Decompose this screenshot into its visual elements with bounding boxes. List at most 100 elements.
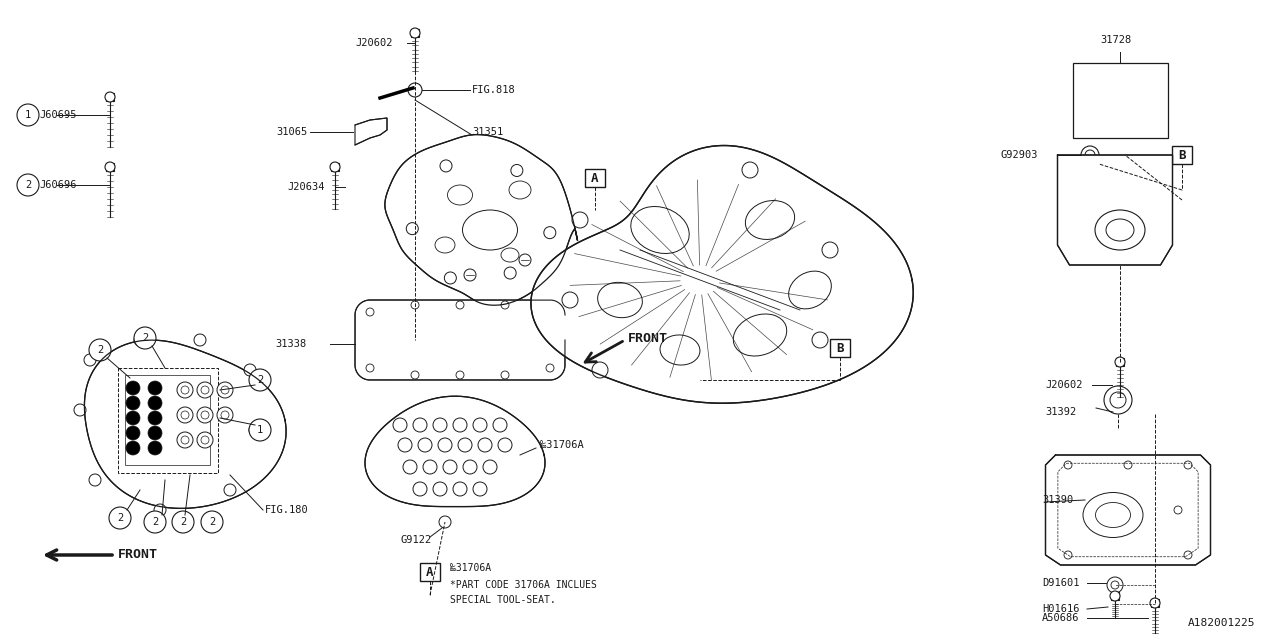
Text: A: A	[591, 172, 599, 184]
Text: 31390: 31390	[1042, 495, 1073, 505]
Circle shape	[413, 418, 428, 432]
Circle shape	[134, 327, 156, 349]
Circle shape	[413, 482, 428, 496]
Circle shape	[366, 364, 374, 372]
Circle shape	[408, 83, 422, 97]
Text: SPECIAL TOOL-SEAT.: SPECIAL TOOL-SEAT.	[451, 595, 556, 605]
Bar	[106, 163, 114, 171]
Circle shape	[453, 482, 467, 496]
Circle shape	[221, 386, 229, 394]
Circle shape	[244, 364, 256, 376]
Circle shape	[1110, 392, 1126, 408]
Text: G92903: G92903	[1000, 150, 1038, 160]
Bar	[1172, 146, 1192, 164]
Circle shape	[500, 371, 509, 379]
Circle shape	[90, 339, 111, 361]
Ellipse shape	[1096, 502, 1130, 527]
Ellipse shape	[448, 185, 472, 205]
Circle shape	[218, 407, 233, 423]
Circle shape	[148, 426, 163, 440]
Circle shape	[456, 301, 465, 309]
Circle shape	[438, 438, 452, 452]
Circle shape	[1149, 598, 1160, 608]
Circle shape	[572, 212, 588, 228]
Circle shape	[422, 460, 436, 474]
Circle shape	[197, 407, 212, 423]
Circle shape	[498, 438, 512, 452]
Circle shape	[148, 441, 163, 455]
Circle shape	[504, 267, 516, 279]
Bar	[106, 93, 114, 101]
Circle shape	[410, 28, 420, 38]
Circle shape	[483, 460, 497, 474]
Circle shape	[593, 362, 608, 378]
Bar	[420, 563, 440, 581]
Bar	[118, 368, 218, 473]
Text: J60696: J60696	[38, 180, 77, 190]
Circle shape	[822, 242, 838, 258]
Circle shape	[742, 162, 758, 178]
Text: FRONT: FRONT	[118, 548, 157, 561]
Circle shape	[201, 411, 209, 419]
Circle shape	[393, 418, 407, 432]
Text: 31351: 31351	[472, 127, 503, 137]
Text: 31338: 31338	[275, 339, 306, 349]
Circle shape	[474, 482, 486, 496]
Text: B: B	[836, 342, 844, 355]
Bar	[1116, 358, 1124, 366]
Text: ‱31706A: ‱31706A	[451, 563, 492, 573]
Circle shape	[177, 432, 193, 448]
Circle shape	[398, 438, 412, 452]
Circle shape	[812, 332, 828, 348]
Circle shape	[411, 301, 419, 309]
Circle shape	[1064, 461, 1073, 469]
Circle shape	[458, 438, 472, 452]
Circle shape	[463, 460, 477, 474]
Circle shape	[180, 411, 189, 419]
Circle shape	[195, 334, 206, 346]
Circle shape	[547, 308, 554, 316]
Text: 2: 2	[142, 333, 148, 343]
Circle shape	[172, 511, 195, 533]
Bar	[411, 29, 419, 37]
Circle shape	[17, 104, 38, 126]
Text: A182001225: A182001225	[1188, 618, 1254, 628]
Bar	[125, 375, 210, 465]
Circle shape	[250, 419, 271, 441]
Circle shape	[1110, 591, 1120, 601]
Polygon shape	[365, 396, 545, 507]
Polygon shape	[355, 300, 564, 380]
Text: 31728: 31728	[1100, 35, 1132, 45]
Ellipse shape	[509, 181, 531, 199]
Circle shape	[1082, 146, 1100, 164]
Text: 2: 2	[180, 517, 186, 527]
Circle shape	[148, 396, 163, 410]
Circle shape	[406, 223, 419, 235]
Text: J20634: J20634	[288, 182, 325, 192]
Circle shape	[1115, 357, 1125, 367]
Circle shape	[439, 516, 451, 528]
Circle shape	[443, 460, 457, 474]
Circle shape	[148, 381, 163, 395]
Circle shape	[562, 292, 579, 308]
Text: 31065: 31065	[276, 127, 308, 137]
Circle shape	[544, 227, 556, 239]
Text: 2: 2	[152, 517, 159, 527]
Text: H01616: H01616	[1042, 604, 1079, 614]
Circle shape	[1174, 506, 1181, 514]
Circle shape	[500, 301, 509, 309]
Circle shape	[440, 160, 452, 172]
Circle shape	[547, 364, 554, 372]
Circle shape	[105, 162, 115, 172]
Bar	[1151, 599, 1158, 607]
Circle shape	[17, 174, 38, 196]
Circle shape	[433, 418, 447, 432]
Text: 2: 2	[97, 345, 104, 355]
Circle shape	[201, 386, 209, 394]
Text: G9122: G9122	[401, 535, 431, 545]
Circle shape	[419, 438, 433, 452]
Circle shape	[511, 164, 522, 177]
Circle shape	[1103, 386, 1132, 414]
Text: J60695: J60695	[38, 110, 77, 120]
Circle shape	[197, 382, 212, 398]
